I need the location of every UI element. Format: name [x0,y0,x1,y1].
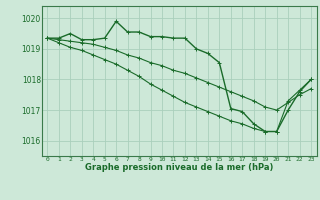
X-axis label: Graphe pression niveau de la mer (hPa): Graphe pression niveau de la mer (hPa) [85,163,273,172]
